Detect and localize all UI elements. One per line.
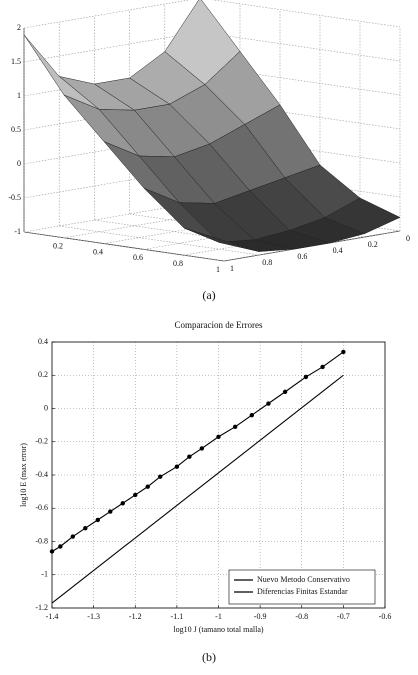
data-point xyxy=(232,424,238,429)
data-point xyxy=(145,484,150,489)
caption: (a) xyxy=(202,288,215,302)
data-point xyxy=(174,464,180,469)
y-tick-label: 0.2 xyxy=(368,240,378,249)
x-tick-label: 0.8 xyxy=(173,259,183,268)
x-tick-label: 0.4 xyxy=(93,247,103,256)
series-line xyxy=(51,351,344,552)
z-tick-label: 1 xyxy=(17,91,21,100)
data-point xyxy=(49,549,55,554)
data-point xyxy=(199,446,205,451)
z-tick-label: 1.5 xyxy=(11,57,21,66)
legend-label: Diferencias Finitas Estandar xyxy=(257,587,348,596)
data-point xyxy=(282,389,288,395)
x-tick-label: -0.9 xyxy=(254,612,267,621)
y-axis-label: log10 E (max error) xyxy=(19,443,28,507)
data-point xyxy=(95,517,100,523)
data-point xyxy=(266,401,271,406)
data-point xyxy=(249,412,254,418)
y-tick-label: -1.2 xyxy=(35,603,48,612)
x-tick-label: -1.3 xyxy=(87,612,100,621)
data-point xyxy=(320,364,325,370)
chart-title: Comparacion de Errores xyxy=(175,320,263,330)
z-tick-label: 0 xyxy=(17,159,21,168)
data-point xyxy=(133,492,138,498)
legend-label: Nuevo Metodo Conservativo xyxy=(257,575,350,584)
y-tick-label: -0.4 xyxy=(35,470,48,479)
x-tick-label: 1 xyxy=(216,265,220,274)
legend-box xyxy=(228,569,376,605)
series-line xyxy=(51,374,344,604)
y-tick-label: 0 xyxy=(44,403,48,412)
x-tick-label: 0.6 xyxy=(133,253,143,262)
x-tick-label: -1.2 xyxy=(129,612,142,621)
z-tick-label: -1 xyxy=(14,227,21,236)
y-tick-label: 0.4 xyxy=(38,337,48,346)
data-point xyxy=(58,544,63,549)
x-tick-label: -0.7 xyxy=(337,612,350,621)
z-tick-label: -0.5 xyxy=(8,193,21,202)
x-tick-label: -1 xyxy=(215,612,222,621)
x-axis-label: log10 J (tamano total malla) xyxy=(173,625,264,634)
x-tick-label: -0.8 xyxy=(295,612,308,621)
data-point xyxy=(158,474,163,479)
x-tick-label: -1.1 xyxy=(171,612,184,621)
data-point xyxy=(108,509,113,514)
y-tick-label: 0.2 xyxy=(38,370,48,379)
data-point xyxy=(120,501,125,506)
plot-frame xyxy=(51,341,386,609)
data-point xyxy=(303,374,309,380)
x-tick-label: 0.2 xyxy=(53,242,63,251)
y-tick-label: -1 xyxy=(41,570,48,579)
y-tick-label: -0.8 xyxy=(35,536,48,545)
y-tick-label: -0.6 xyxy=(35,503,48,512)
grid-line xyxy=(211,0,401,28)
grid-line xyxy=(59,225,260,256)
z-tick-label: 2 xyxy=(17,23,21,32)
y-tick-label: 0.6 xyxy=(297,252,307,261)
surface-facet xyxy=(183,227,260,252)
data-point xyxy=(187,454,192,459)
data-point xyxy=(216,434,221,439)
x-tick-label: -0.6 xyxy=(379,612,392,621)
x-tick-label: -1.4 xyxy=(46,612,59,621)
grid-line xyxy=(199,31,401,62)
y-tick-label: 0.8 xyxy=(262,258,272,267)
y-tick-label: 0.4 xyxy=(333,246,343,255)
y-tick-label: 1 xyxy=(230,264,234,273)
data-point xyxy=(341,349,346,355)
grid-line xyxy=(23,0,191,29)
y-tick-label: 0 xyxy=(406,234,410,243)
y-tick-label: -0.2 xyxy=(35,437,48,446)
data-point xyxy=(83,526,88,531)
z-tick-label: 0.5 xyxy=(11,125,21,134)
data-point xyxy=(70,534,76,539)
caption: (b) xyxy=(202,650,216,664)
grid-line xyxy=(23,231,225,262)
